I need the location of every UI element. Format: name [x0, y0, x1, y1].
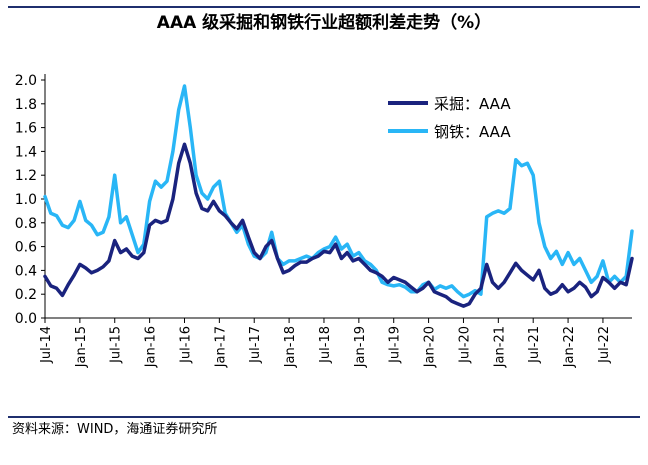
y-tick-label: 0.2 [15, 287, 37, 303]
x-tick-label: Jul-15 [109, 326, 124, 364]
x-tick-label: Jul-20 [457, 326, 472, 364]
y-tick-label: 1.8 [15, 97, 37, 113]
y-tick-label: 0.8 [15, 216, 37, 232]
x-tick-label: Jul-14 [39, 326, 54, 364]
x-tick-label: Jan-22 [562, 326, 577, 368]
y-tick-label: 0.4 [15, 263, 37, 279]
x-tick-label: Jan-16 [144, 326, 159, 368]
x-tick-label: Jan-19 [353, 326, 368, 368]
y-tick-label: 1.0 [15, 192, 37, 208]
y-tick-label: 1.6 [15, 121, 37, 137]
x-tick-label: Jul-18 [318, 326, 333, 364]
series-layer [43, 84, 634, 308]
x-tick-label: Jul-21 [527, 326, 542, 364]
y-tick-label: 1.2 [15, 168, 37, 184]
x-tick-label: Jul-17 [248, 326, 263, 364]
legend-label-0: 采掘：AAA [434, 95, 511, 113]
x-tick-label: Jul-22 [597, 326, 612, 364]
source-note: 资料来源：WIND，海通证券研究所 [12, 422, 218, 437]
x-tick-label: Jul-19 [388, 326, 403, 364]
chart-frame [8, 6, 640, 418]
chart-legend: 采掘：AAA 钢铁：AAA [388, 95, 511, 141]
x-tick-label: Jul-16 [178, 326, 193, 364]
series-line-0 [43, 142, 634, 308]
x-tick-label: Jan-21 [492, 326, 507, 368]
legend-label-1: 钢铁：AAA [434, 123, 511, 141]
y-tick-label: 0.0 [15, 311, 37, 327]
y-tick-label: 2.0 [15, 73, 37, 89]
series-line-1 [43, 84, 634, 299]
y-tick-label: 1.4 [15, 144, 37, 160]
x-tick-label: Jan-20 [423, 326, 438, 368]
x-tick-label: Jan-17 [213, 326, 228, 368]
x-tick-label: Jan-18 [283, 326, 298, 368]
chart-axes: 0.0 0.2 0.4 0.6 0.8 1.0 1.2 1.4 1.6 1.8 2.0 Jul-14 J… [15, 73, 632, 368]
chart-title: AAA 级采掘和钢铁行业超额利差走势（%） [156, 13, 492, 33]
y-tick-label: 0.6 [15, 240, 37, 256]
x-tick-label: Jan-15 [74, 326, 89, 368]
